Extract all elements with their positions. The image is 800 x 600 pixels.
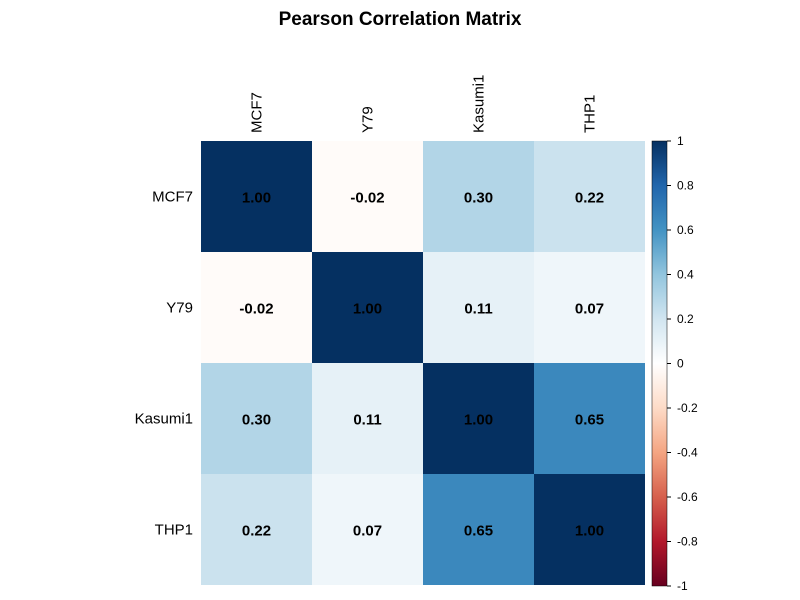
heatmap-cell-y79-kasumi1: [423, 252, 534, 363]
cell-value-label: 0.65: [575, 412, 604, 429]
cell-value-label: 0.07: [353, 523, 382, 540]
cell-value-label: 0.65: [464, 523, 493, 540]
heatmap-cell-thp1-mcf7: [201, 474, 312, 585]
cell-value-label: -0.02: [350, 190, 384, 207]
colorbar-tick-label: -0.8: [677, 535, 698, 549]
row-label-mcf7: MCF7: [152, 189, 193, 206]
heatmap-cell-kasumi1-thp1: [534, 363, 645, 474]
col-label-thp1: THP1: [582, 95, 599, 133]
heatmap-cell-y79-mcf7: [201, 252, 312, 363]
heatmap-cell-thp1-thp1: [534, 474, 645, 585]
cell-value-label: 1.00: [464, 412, 493, 429]
cell-value-label: 1.00: [353, 301, 382, 318]
colorbar-tick-label: 1: [677, 134, 684, 148]
heatmap-cell-thp1-kasumi1: [423, 474, 534, 585]
col-label-kasumi1: Kasumi1: [471, 75, 488, 133]
heatmap-cell-y79-y79: [312, 252, 423, 363]
cell-value-label: 1.00: [575, 523, 604, 540]
colorbar-tick-label: 0.8: [677, 179, 694, 193]
colorbar-tick-label: 0.6: [677, 223, 694, 237]
colorbar-tick-label: -0.2: [677, 401, 698, 415]
cell-value-label: -0.02: [239, 301, 273, 318]
colorbar: [651, 140, 668, 587]
heatmap-cell-kasumi1-mcf7: [201, 363, 312, 474]
cell-value-label: 1.00: [242, 190, 271, 207]
row-label-y79: Y79: [166, 300, 193, 317]
heatmap-cell-mcf7-mcf7: [201, 141, 312, 252]
col-label-mcf7: MCF7: [249, 92, 266, 133]
colorbar-tick-label: 0: [677, 357, 684, 371]
col-label-y79: Y79: [360, 106, 377, 133]
cell-value-label: 0.30: [464, 190, 493, 207]
cell-value-label: 0.07: [575, 301, 604, 318]
heatmap-cell-thp1-y79: [312, 474, 423, 585]
cell-value-label: 0.11: [464, 301, 492, 318]
colorbar-tick-label: -0.6: [677, 490, 698, 504]
colorbar-tick-label: -1: [677, 579, 688, 593]
row-label-kasumi1: Kasumi1: [135, 411, 193, 428]
cell-value-label: 0.22: [242, 523, 271, 540]
colorbar-tick-label: -0.4: [677, 446, 698, 460]
heatmap-cell-mcf7-y79: [312, 141, 423, 252]
heatmap-cell-kasumi1-y79: [312, 363, 423, 474]
cell-value-label: 0.11: [353, 412, 381, 429]
heatmap-cell-kasumi1-kasumi1: [423, 363, 534, 474]
cell-value-label: 0.30: [242, 412, 271, 429]
cell-value-label: 0.22: [575, 190, 604, 207]
heatmap-cell-mcf7-kasumi1: [423, 141, 534, 252]
heatmap-cell-y79-thp1: [534, 252, 645, 363]
colorbar-tick-label: 0.2: [677, 312, 694, 326]
heatmap-cell-mcf7-thp1: [534, 141, 645, 252]
colorbar-tick-label: 0.4: [677, 268, 694, 282]
row-label-thp1: THP1: [155, 522, 193, 539]
chart-title: Pearson Correlation Matrix: [278, 9, 522, 30]
